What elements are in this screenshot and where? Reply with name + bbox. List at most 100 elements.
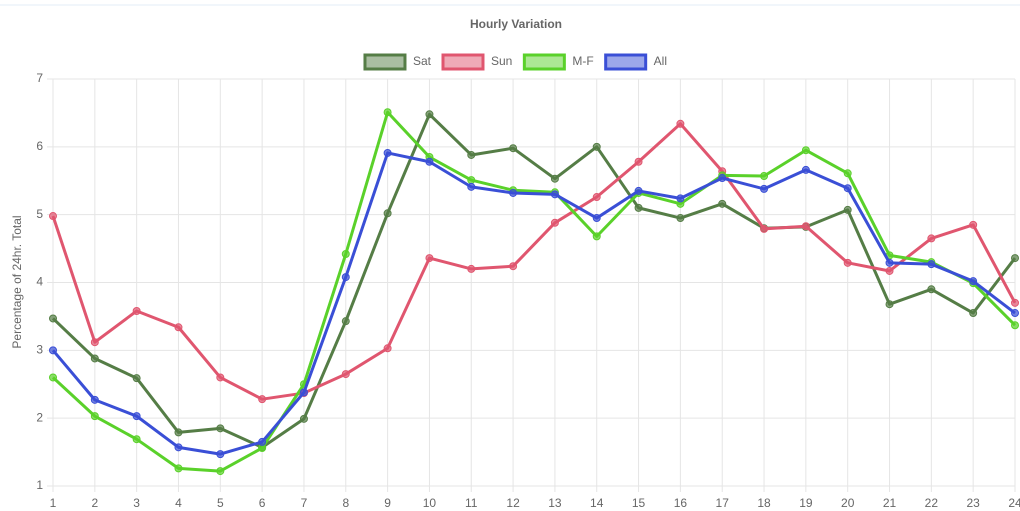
data-point [509, 262, 518, 271]
data-point [801, 165, 810, 174]
data-point [341, 250, 350, 259]
legend-label: M-F [572, 54, 593, 68]
data-point [927, 260, 936, 269]
data-point [132, 412, 141, 421]
data-point [634, 203, 643, 212]
y-tick-label: 5 [36, 207, 43, 221]
data-point [132, 306, 141, 315]
data-point [760, 172, 769, 181]
x-tick-label: 3 [133, 496, 140, 510]
x-tick-label: 11 [465, 496, 478, 510]
data-point [425, 157, 434, 166]
x-tick-label: 19 [799, 496, 813, 510]
series-line [51, 110, 1017, 473]
x-tick-label: 17 [716, 496, 730, 510]
data-point [49, 314, 57, 323]
data-point [90, 354, 99, 363]
data-point [258, 437, 267, 446]
data-point [174, 443, 183, 452]
data-point [1011, 309, 1019, 318]
chart-title: Hourly Variation [470, 17, 562, 31]
x-tick-label: 7 [301, 496, 308, 510]
data-point [216, 450, 225, 459]
y-tick-label: 6 [36, 139, 43, 153]
data-point [760, 224, 769, 233]
data-point [216, 373, 225, 382]
series-line [51, 151, 1016, 456]
legend-label: All [654, 54, 667, 68]
legend-label: Sun [491, 54, 512, 68]
y-tick-label: 2 [36, 410, 43, 424]
data-point [132, 435, 141, 444]
x-tick-label: 6 [259, 496, 266, 510]
data-point [341, 273, 350, 282]
data-point [216, 467, 225, 476]
data-point [49, 373, 57, 382]
data-point [969, 277, 978, 286]
data-point [843, 205, 852, 214]
data-point [1011, 321, 1019, 330]
x-tick-label: 21 [883, 496, 897, 510]
legend-swatch [363, 53, 407, 71]
x-tick-label: 5 [217, 496, 224, 510]
data-point [843, 184, 852, 193]
y-tick-label: 7 [36, 71, 43, 85]
data-point [509, 144, 518, 153]
data-point [801, 222, 810, 231]
data-point [927, 285, 936, 294]
x-tick-label: 4 [175, 496, 182, 510]
data-point [1011, 254, 1019, 263]
x-tick-label: 16 [674, 496, 688, 510]
data-point [467, 176, 476, 185]
data-point [885, 258, 894, 267]
data-point [592, 232, 601, 241]
data-point [718, 199, 727, 208]
x-tick-label: 9 [384, 496, 391, 510]
data-point [634, 186, 643, 195]
data-point [383, 209, 392, 218]
data-point [592, 214, 601, 223]
data-point [425, 254, 434, 263]
x-tick-label: 23 [966, 496, 980, 510]
data-point [676, 119, 685, 128]
legend-swatch [441, 53, 485, 71]
x-tick-label: 24 [1008, 496, 1020, 510]
data-point [969, 309, 978, 318]
data-point [550, 174, 559, 183]
data-point [90, 338, 99, 347]
data-point [550, 218, 559, 227]
data-point [174, 464, 183, 473]
x-tick-label: 18 [757, 496, 771, 510]
series-line [51, 112, 1017, 449]
data-point [49, 346, 57, 355]
data-point [90, 395, 99, 404]
data-point [258, 395, 267, 404]
data-point [1011, 298, 1019, 307]
x-tick-label: 22 [925, 496, 939, 510]
data-point [634, 157, 643, 166]
data-point [843, 169, 852, 178]
data-point [132, 374, 141, 383]
data-point [467, 182, 476, 191]
data-point [676, 194, 685, 203]
x-tick-label: 14 [590, 496, 604, 510]
data-point [49, 212, 57, 221]
data-point [383, 108, 392, 117]
data-point [676, 214, 685, 223]
legend-swatch [522, 53, 566, 71]
data-point [509, 188, 518, 197]
x-tick-label: 12 [506, 496, 520, 510]
data-point [467, 150, 476, 159]
x-tick-label: 1 [50, 496, 57, 510]
data-point [760, 184, 769, 193]
data-point [299, 414, 308, 423]
x-tick-label: 2 [91, 496, 98, 510]
y-tick-label: 4 [36, 275, 43, 289]
legend-label: Sat [413, 54, 432, 68]
data-point [718, 174, 727, 183]
legend-swatch [604, 53, 648, 71]
x-tick-label: 15 [632, 496, 646, 510]
data-point [885, 300, 894, 309]
data-point [550, 190, 559, 199]
